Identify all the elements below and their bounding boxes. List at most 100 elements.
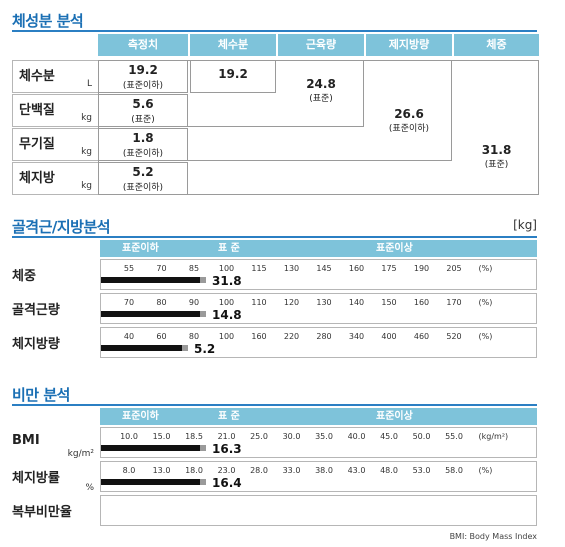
mf-bar-0: [101, 277, 200, 283]
tick-label: 160: [348, 264, 365, 273]
tick-label: 21.0: [217, 432, 236, 441]
ob-unit-1: %: [85, 483, 94, 493]
tick-unit: (%): [478, 264, 493, 273]
footnote: BMI: Body Mass Index: [449, 532, 537, 541]
tick-label: 40.0: [347, 432, 366, 441]
section-rule: [12, 30, 537, 32]
tick-label: 70: [123, 298, 135, 307]
tick-label: 18.0: [185, 466, 203, 475]
tick-label: 25.0: [250, 432, 268, 441]
tick-label: 145: [316, 264, 332, 273]
ob-bar-cap-1: [200, 479, 206, 485]
tick-label: 100: [218, 298, 235, 307]
tick-label: 120: [283, 298, 300, 307]
obesity-band: 표준이하 표 준 표준이상: [100, 408, 537, 425]
ob-unit-0: kg/m²: [67, 449, 94, 459]
tick-label: 340: [348, 332, 365, 341]
tick-label: 175: [381, 264, 397, 273]
measured-protein: 5.6 (표준): [98, 94, 188, 127]
ob-bar-1: [101, 479, 200, 485]
tick-label: 38.0: [315, 466, 333, 475]
tick-label: 115: [251, 264, 267, 273]
tick-label: 28.0: [250, 466, 268, 475]
header-measured: 측정치: [98, 34, 188, 56]
tick-label: 30.0: [282, 432, 301, 441]
body-composition-title: 체성분 분석: [12, 12, 84, 30]
tick-label: 280: [316, 332, 332, 341]
tick-label: 205: [446, 264, 462, 273]
section-rule: [12, 236, 537, 238]
ob-panel-1: 8.0 13.0 18.0 23.0 28.0 33.0 38.0 43.0 48.0 53.0 5…: [100, 461, 537, 492]
row-label-mineral: 무기질 kg: [12, 128, 98, 161]
measured-fat: 5.2 (표준이하): [98, 162, 188, 195]
row-label-protein: 단백질 kg: [12, 94, 98, 127]
tick-label: 520: [446, 332, 462, 341]
header-water: 체수분: [190, 34, 276, 56]
tick-label: 100: [218, 332, 235, 341]
measured-mineral: 1.8 (표준이하): [98, 128, 188, 161]
tick-label: 10.0: [120, 432, 138, 441]
muscle-fat-unit: [kg]: [513, 218, 537, 232]
tick-label: 8.0: [122, 466, 136, 475]
water-box: 19.2: [190, 60, 276, 93]
tick-label: 460: [413, 332, 430, 341]
tick-label: 85: [188, 264, 200, 273]
tick-label: 18.5: [185, 432, 203, 441]
mf-bar-cap-1: [200, 311, 206, 317]
mf-panel-0: 55 70 85 100 115 130 145 160 175 190 205 (%) 31.8: [100, 259, 537, 290]
mf-bar-2: [101, 345, 182, 351]
tick-label: 50.0: [412, 432, 431, 441]
mf-bar-1: [101, 311, 200, 317]
tick-unit: (%): [478, 298, 493, 307]
tick-label: 110: [251, 298, 267, 307]
tick-label: 13.0: [152, 466, 171, 475]
tick-label: 35.0: [315, 432, 333, 441]
mf-panel-1: 70 80 90 100 110 120 130 140 150 160 170 (%) 14.8: [100, 293, 537, 324]
tick-label: 190: [413, 264, 430, 273]
tick-label: 70: [156, 264, 167, 273]
ob-value-0: 16.3: [212, 442, 242, 456]
tick-label: 48.0: [380, 466, 398, 475]
mf-bar-cap-0: [200, 277, 206, 283]
tick-label: 60: [156, 332, 167, 341]
ob-label-2: 복부비만율: [12, 505, 72, 520]
tick-unit: (%): [478, 466, 493, 475]
tick-label: 100: [218, 264, 235, 273]
mf-label-0: 체중: [12, 269, 36, 284]
tick-unit: (%): [478, 332, 493, 341]
tick-label: 170: [446, 298, 462, 307]
muscle-fat-band: 표준이하 표 준 표준이상: [100, 240, 537, 257]
measured-water: 19.2 (표준이하): [98, 60, 188, 93]
mf-panel-2: 40 60 80 100 160 220 280 340 400 460 520 (%) 5.2: [100, 327, 537, 358]
tick-label: 150: [381, 298, 397, 307]
tick-unit: (kg/m²): [478, 432, 509, 441]
tick-label: 40: [123, 332, 135, 341]
body-composition-table: 측정치 체수분 근육량 제지방량 체중 체수분 L 단백질 kg 무기질 kg …: [12, 34, 539, 195]
mf-value-1: 14.8: [212, 308, 242, 322]
tick-label: 130: [316, 298, 332, 307]
ob-value-1: 16.4: [212, 476, 242, 490]
tick-label: 80: [188, 332, 200, 341]
tick-label: 80: [156, 298, 167, 307]
tick-label: 43.0: [347, 466, 366, 475]
mf-label-2: 체지방량: [12, 337, 60, 352]
tick-label: 45.0: [380, 432, 398, 441]
obesity-title: 비만 분석: [12, 386, 70, 404]
mf-value-0: 31.8: [212, 274, 242, 288]
tick-label: 55.0: [445, 432, 463, 441]
ob-panel-0: 10.0 15.0 18.5 21.0 25.0 30.0 35.0 40.0 45.0 50.0…: [100, 427, 537, 458]
tick-label: 220: [283, 332, 300, 341]
ob-label-1: 체지방률%: [12, 471, 94, 493]
tick-label: 58.0: [445, 466, 463, 475]
mf-label-1: 골격근량: [12, 303, 60, 318]
tick-label: 160: [413, 298, 430, 307]
tick-label: 130: [283, 264, 300, 273]
tick-label: 53.0: [412, 466, 431, 475]
tick-label: 23.0: [217, 466, 236, 475]
header-weight: 체중: [454, 34, 539, 56]
row-label-water: 체수분 L: [12, 60, 98, 93]
tick-label: 160: [251, 332, 267, 341]
row-label-fat: 체지방 kg: [12, 162, 98, 195]
ob-panel-2: [100, 495, 537, 526]
tick-label: 140: [348, 298, 365, 307]
